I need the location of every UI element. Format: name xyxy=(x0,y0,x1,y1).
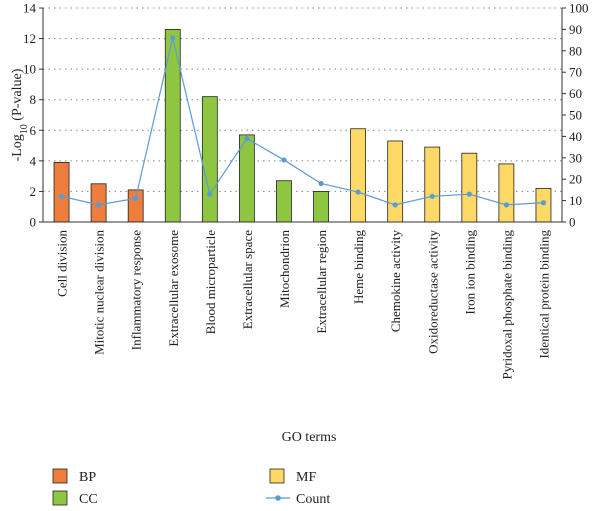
category-label: Inflammatory response xyxy=(129,230,144,350)
legend-marker xyxy=(275,495,281,501)
category-label: Mitochondrion xyxy=(277,230,292,308)
category-label: Identical protein binding xyxy=(536,230,551,359)
count-point xyxy=(170,35,175,40)
category-label: Extracellular region xyxy=(314,230,329,334)
category-label: Oxidoreductase activity xyxy=(425,230,440,354)
count-point xyxy=(96,202,101,207)
y2-tick-label: 60 xyxy=(569,86,582,101)
y2-tick-label: 50 xyxy=(569,108,582,123)
count-point xyxy=(59,194,64,199)
y2-tick-label: 0 xyxy=(569,215,576,230)
y-tick-label: 2 xyxy=(30,184,37,199)
bar-mf xyxy=(425,147,440,222)
x-axis-title: GO terms xyxy=(282,430,337,445)
legend-swatch xyxy=(53,491,67,505)
count-point xyxy=(504,202,509,207)
legend-label: CC xyxy=(79,492,98,507)
count-point xyxy=(467,192,472,197)
bar-mf xyxy=(499,164,514,222)
y2-tick-label: 90 xyxy=(569,22,582,37)
bar-cc xyxy=(276,181,291,222)
category-label: Chemokine activity xyxy=(388,230,403,333)
bar-mf xyxy=(462,153,477,222)
y-tick-label: 12 xyxy=(23,31,36,46)
count-point xyxy=(318,181,323,186)
count-point xyxy=(356,189,361,194)
bars xyxy=(54,29,551,222)
count-point xyxy=(281,157,286,162)
count-point xyxy=(244,136,249,141)
legend-swatch xyxy=(270,469,284,483)
category-label: Pyridoxal phosphate binding xyxy=(499,230,514,380)
category-label: Cell division xyxy=(55,230,70,297)
bar-bp xyxy=(128,190,143,222)
y-tick-label: 8 xyxy=(30,92,37,107)
legend-item-cc: CC xyxy=(53,491,98,507)
category-label: Mitotic nuclear division xyxy=(92,230,107,355)
count-point xyxy=(207,192,212,197)
bar-bp xyxy=(54,162,69,222)
count-point xyxy=(541,200,546,205)
y-tick-label: 0 xyxy=(30,215,37,230)
bar-cc xyxy=(202,97,217,222)
y-axis-title-rest: (P-value) xyxy=(10,68,25,124)
axes xyxy=(43,8,562,222)
bar-mf xyxy=(351,129,366,222)
legend: BP CC MF Count xyxy=(53,469,330,507)
y-tick-label: 14 xyxy=(23,1,37,16)
count-point xyxy=(133,196,138,201)
category-label: Extracellular space xyxy=(240,230,255,329)
category-label: Blood microparticle xyxy=(203,230,218,335)
y2-tick-label: 100 xyxy=(569,1,589,16)
y2-tick-label: 10 xyxy=(569,193,582,208)
category-label: Heme binding xyxy=(351,230,366,305)
y2-tick-label: 20 xyxy=(569,172,582,187)
legend-item-bp: BP xyxy=(53,469,96,485)
y2-tick-label: 80 xyxy=(569,43,582,58)
y2-tick-label: 40 xyxy=(569,129,582,144)
y-tick-label: 6 xyxy=(30,123,37,138)
y-tick-label: 4 xyxy=(30,153,37,168)
y-axis-title: -Log10 (P-value) xyxy=(10,68,30,161)
bar-cc xyxy=(239,135,254,222)
y2-tick-label: 30 xyxy=(569,150,582,165)
legend-label: MF xyxy=(296,470,316,485)
y2-axis-ticks: 0 10 20 30 40 50 60 70 80 90 100 xyxy=(562,1,589,230)
category-label: Extracellular exosome xyxy=(166,230,181,347)
y-axis-title-main: -Log xyxy=(10,134,25,161)
legend-label: Count xyxy=(296,492,330,507)
bar-cc xyxy=(314,191,329,222)
legend-swatch xyxy=(53,469,67,483)
count-point xyxy=(430,194,435,199)
category-label: Iron ion binding xyxy=(462,230,477,315)
y2-tick-label: 70 xyxy=(569,65,582,80)
grid-lines xyxy=(43,8,562,191)
legend-item-count: Count xyxy=(266,492,330,507)
bar-mf xyxy=(388,141,403,222)
legend-label: BP xyxy=(79,470,96,485)
category-labels: Cell division Mitotic nuclear division Inf… xyxy=(55,230,552,380)
count-point xyxy=(393,202,398,207)
y-axis-title-sub: 10 xyxy=(19,124,30,134)
go-enrichment-chart: 0 2 4 6 8 10 12 14 0 10 20 30 40 50 60 70 80 90 100 Cell … xyxy=(0,0,600,511)
legend-item-mf: MF xyxy=(270,469,316,485)
